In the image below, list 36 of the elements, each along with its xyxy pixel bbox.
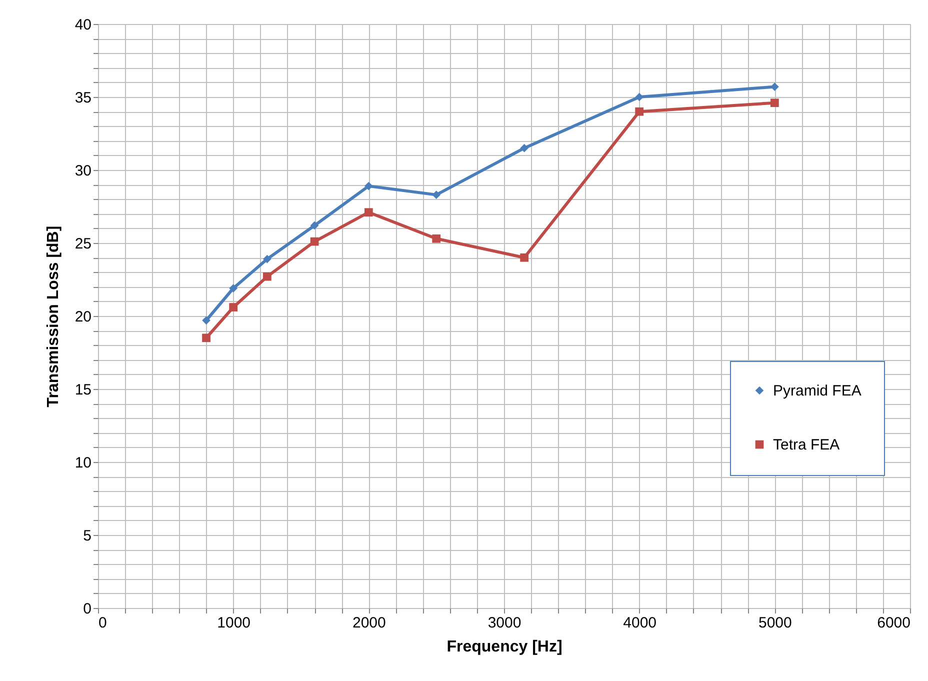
y-tick-label: 15 <box>74 382 92 398</box>
legend-label: Tetra FEA <box>773 436 840 454</box>
y-tick-label: 30 <box>74 162 92 180</box>
point <box>229 303 238 312</box>
x-tick-label: 5000 <box>758 614 792 632</box>
y-tick-label: 35 <box>74 90 92 106</box>
y-tick-label: 20 <box>74 308 92 326</box>
y-axis-title: Transmission Loss [dB] <box>44 226 62 408</box>
point <box>432 234 441 243</box>
x-tick-label: 3000 <box>488 614 522 632</box>
point <box>635 107 644 116</box>
x-axis-title: Frequency [Hz] <box>446 638 562 656</box>
point <box>202 316 210 325</box>
y-tick-label: 25 <box>74 236 92 252</box>
point <box>432 190 441 200</box>
point <box>520 144 528 152</box>
point <box>310 221 319 230</box>
point <box>364 182 373 190</box>
y-tick-label: 40 <box>74 16 92 34</box>
x-tick-label: 4000 <box>623 614 657 632</box>
point <box>229 284 238 292</box>
x-tick-label: 2000 <box>352 614 386 632</box>
point <box>262 272 272 281</box>
x-tick-label: 6000 <box>877 614 910 632</box>
point <box>770 98 779 108</box>
point <box>520 253 528 262</box>
y-tick-label: 10 <box>74 454 92 472</box>
legend-label: Pyramid FEA <box>773 382 862 400</box>
point <box>262 254 272 264</box>
x-tick-label: 1000 <box>217 614 251 632</box>
point <box>202 334 210 342</box>
y-tick-label: 0 <box>83 600 92 618</box>
point <box>364 208 373 217</box>
point <box>310 237 319 246</box>
x-tick-label: 0 <box>98 614 107 632</box>
y-tick-label: 5 <box>83 528 92 544</box>
